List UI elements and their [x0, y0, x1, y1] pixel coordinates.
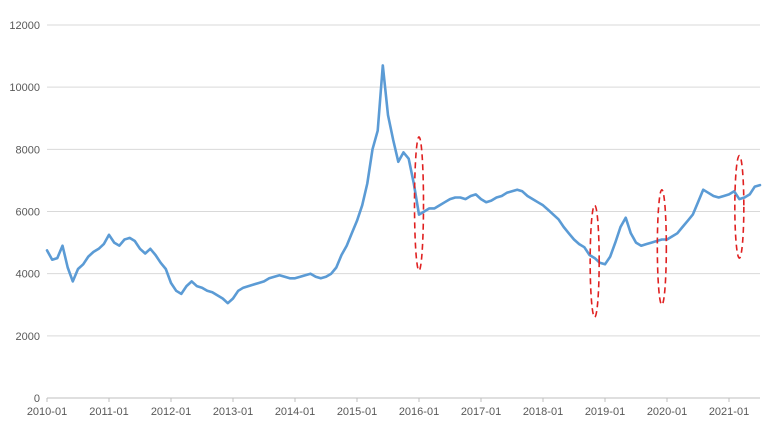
x-tick-label: 2018-01	[523, 406, 563, 418]
grid-lines	[47, 24, 760, 337]
y-tick-label: 4000	[16, 269, 40, 281]
x-tick-label: 2011-01	[89, 406, 129, 418]
x-tick-label: 2015-01	[337, 406, 377, 418]
x-tick-label: 2013-01	[213, 406, 253, 418]
highlight-ellipse	[656, 188, 668, 306]
y-tick-label: 6000	[16, 207, 40, 219]
y-tick-label: 0	[34, 393, 40, 405]
highlight-annotations	[413, 136, 745, 318]
y-tick-label: 10000	[9, 82, 40, 94]
x-axis-tick-labels: 2010-01 2011-01 2012-01 2013-01 2014-01 2015-…	[27, 398, 749, 418]
x-tick-label: 2016-01	[399, 406, 439, 418]
y-axis-tick-labels: 0 2000 4000 6000 8000 10000 12000	[9, 20, 40, 405]
highlight-ellipse	[413, 136, 425, 272]
y-tick-label: 12000	[9, 20, 40, 32]
highlight-ellipse	[589, 204, 600, 318]
series-line	[45, 64, 762, 305]
x-tick-label: 2012-01	[151, 406, 191, 418]
x-tick-label: 2010-01	[27, 406, 67, 418]
y-tick-label: 2000	[16, 331, 40, 343]
x-tick-label: 2019-01	[585, 406, 625, 418]
highlight-ellipse	[734, 154, 745, 259]
y-tick-label: 8000	[16, 144, 40, 156]
x-tick-label: 2020-01	[647, 406, 687, 418]
x-tick-label: 2014-01	[275, 406, 315, 418]
series-lines	[45, 64, 762, 305]
x-tick-label: 2021-01	[709, 406, 749, 418]
x-tick-label: 2017-01	[461, 406, 501, 418]
